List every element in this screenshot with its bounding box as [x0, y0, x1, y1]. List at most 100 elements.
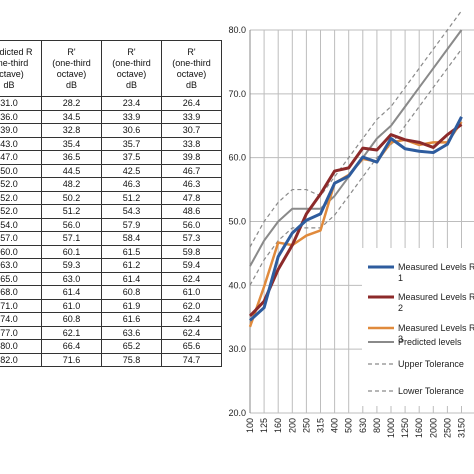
y-tick-label: 60.0 — [228, 153, 246, 163]
table-cell: 54.3 — [101, 204, 162, 219]
table-cell: 35.7 — [101, 136, 162, 151]
column-header-line: octave) — [56, 68, 87, 79]
line-chart: 20.0 30.0 40.0 50.0 60.0 70.0 80.0 100 125 160 20… — [228, 10, 474, 438]
table-cell: 62.1 — [41, 325, 102, 340]
y-tick-label: 40.0 — [228, 280, 246, 290]
column-header-line: (one-third — [52, 57, 91, 68]
x-tick-label: 400 — [330, 418, 340, 433]
legend-label: Lower Tolerance — [398, 386, 464, 396]
table-cell: 61.6 — [101, 312, 162, 327]
y-tick-label: 20.0 — [228, 408, 246, 418]
table-cell: 33.9 — [101, 109, 162, 124]
column-header-line: dB — [185, 79, 197, 90]
table-row: 47.0 36.5 37.5 39.8 — [0, 150, 222, 165]
table-cell: 59.8 — [161, 244, 222, 259]
x-tick-label: 3150 — [457, 418, 467, 438]
table-row: 50.0 44.5 42.5 46.7 — [0, 163, 222, 178]
series-line-4 — [249, 10, 462, 248]
column-header-line: (one-third — [172, 57, 211, 68]
table-cell: 31.0 — [0, 96, 42, 111]
table-cell: 47.8 — [161, 190, 222, 205]
results-table: Predicted R(one-thirdoctave)dBR'(one-thi… — [0, 40, 222, 367]
table-cell: 66.4 — [41, 339, 102, 354]
table-cell: 51.2 — [101, 190, 162, 205]
table-row: 39.0 32.8 30.6 30.7 — [0, 123, 222, 138]
column-header-line: octave) — [176, 68, 207, 79]
column-header-line: Predicted R — [0, 46, 33, 57]
x-tick-label: 1600 — [414, 418, 424, 438]
table-row: 31.0 28.2 23.4 26.4 — [0, 96, 222, 111]
column-header-line: (one-third — [0, 57, 29, 68]
table-cell: 59.3 — [41, 258, 102, 273]
table-cell: 57.9 — [101, 217, 162, 232]
x-tick-label: 2500 — [442, 418, 452, 438]
table-cell: 59.4 — [161, 258, 222, 273]
series-line-5 — [249, 48, 462, 286]
table-cell: 47.0 — [0, 150, 42, 165]
table-cell: 61.4 — [41, 285, 102, 300]
column-header-line: octave) — [116, 68, 147, 79]
table-cell: 58.4 — [101, 231, 162, 246]
x-tick-label: 800 — [372, 418, 382, 433]
table-header: Predicted R(one-thirdoctave)dBR'(one-thi… — [0, 40, 222, 97]
column-header-line: dB — [65, 79, 77, 90]
column-header-line: R' — [127, 46, 136, 57]
table-cell: 32.8 — [41, 123, 102, 138]
legend-label: Measured Levels R' — [398, 292, 474, 302]
legend-label: 3 — [398, 334, 403, 344]
table-cell: 51.2 — [41, 204, 102, 219]
legend-label: 2 — [398, 303, 403, 313]
table-cell: 63.0 — [41, 271, 102, 286]
table-cell: 71.0 — [0, 298, 42, 313]
x-tick-label: 2000 — [428, 418, 438, 438]
table-cell: 50.0 — [0, 163, 42, 178]
column-header-line: R' — [67, 46, 76, 57]
x-tick-label: 315 — [316, 418, 326, 433]
table-row: 71.0 61.0 61.9 62.0 — [0, 298, 222, 313]
table-cell: 61.9 — [101, 298, 162, 313]
table-row: 54.0 56.0 57.9 56.0 — [0, 217, 222, 232]
table-cell: 44.5 — [41, 163, 102, 178]
table-cell: 74.0 — [0, 312, 42, 327]
table-cell: 39.0 — [0, 123, 42, 138]
table-cell: 65.0 — [0, 271, 42, 286]
table-cell: 60.0 — [0, 244, 42, 259]
legend-label: Upper Tolerance — [398, 359, 464, 369]
column-header-line: R' — [187, 46, 196, 57]
table-cell: 50.2 — [41, 190, 102, 205]
column-header-line: octave) — [0, 68, 24, 79]
table-cell: 57.0 — [0, 231, 42, 246]
header-row: Predicted R(one-thirdoctave)dBR'(one-thi… — [0, 40, 222, 97]
x-tick-label: 160 — [273, 418, 283, 433]
table-cell: 56.0 — [41, 217, 102, 232]
series-line-1 — [248, 123, 463, 318]
table-cell: 37.5 — [101, 150, 162, 165]
x-axis-ticks: 100 125 160 200 250 315 400 500 630 800 1000 1250 16… — [245, 418, 467, 438]
column-header-line: (one-third — [112, 57, 151, 68]
x-tick-label: 1000 — [386, 418, 396, 438]
table-cell: 68.0 — [0, 285, 42, 300]
table-cell: 60.1 — [41, 244, 102, 259]
table-cell: 52.0 — [0, 177, 42, 192]
table-cell: 62.4 — [161, 312, 222, 327]
table-row: 36.0 34.5 33.9 33.9 — [0, 109, 222, 124]
table-row: 52.0 51.2 54.3 48.6 — [0, 204, 222, 219]
y-tick-label: 70.0 — [228, 89, 246, 99]
table-cell: 23.4 — [101, 96, 162, 111]
legend-label: Predicted levels — [398, 337, 462, 347]
table-cell: 63.6 — [101, 325, 162, 340]
table-cell: 36.0 — [0, 109, 42, 124]
table-cell: 54.0 — [0, 217, 42, 232]
table-cell: 52.0 — [0, 204, 42, 219]
x-tick-label: 250 — [301, 418, 311, 433]
table-row: 77.0 62.1 63.6 62.4 — [0, 325, 222, 340]
table-cell: 61.0 — [41, 298, 102, 313]
table-cell: 75.8 — [101, 352, 162, 367]
x-tick-label: 100 — [245, 418, 255, 433]
x-tick-label: 200 — [287, 418, 297, 433]
table-cell: 82.0 — [0, 352, 42, 367]
table-cell: 30.6 — [101, 123, 162, 138]
x-tick-label: 125 — [259, 418, 269, 433]
